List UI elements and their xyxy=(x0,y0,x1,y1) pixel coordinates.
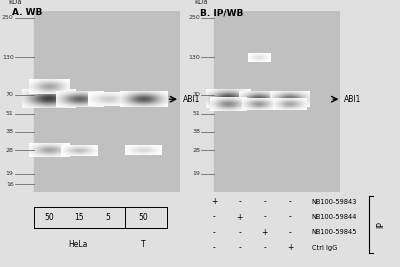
Text: 16: 16 xyxy=(6,182,14,187)
Text: NB100-59845: NB100-59845 xyxy=(312,229,357,235)
Text: -: - xyxy=(238,243,241,252)
Text: kDa: kDa xyxy=(8,0,22,5)
Text: Ctrl IgG: Ctrl IgG xyxy=(312,245,337,251)
Text: -: - xyxy=(289,213,291,222)
Text: 28: 28 xyxy=(6,148,14,153)
Text: T: T xyxy=(141,240,145,249)
Text: -: - xyxy=(289,197,291,206)
Text: -: - xyxy=(238,197,241,206)
Text: +: + xyxy=(211,197,218,206)
Text: 50: 50 xyxy=(138,213,148,222)
Text: -: - xyxy=(289,228,291,237)
Text: -: - xyxy=(264,197,266,206)
Text: 51: 51 xyxy=(6,111,14,116)
Text: 38: 38 xyxy=(6,129,14,134)
Text: kDa: kDa xyxy=(194,0,208,5)
Text: -: - xyxy=(213,243,216,252)
Text: 250: 250 xyxy=(188,15,200,20)
Text: 50: 50 xyxy=(44,213,54,222)
Text: 130: 130 xyxy=(188,55,200,60)
Text: 130: 130 xyxy=(2,55,14,60)
Text: NB100-59844: NB100-59844 xyxy=(312,214,357,220)
Text: ABI1: ABI1 xyxy=(183,95,201,104)
Text: B. IP/WB: B. IP/WB xyxy=(200,8,243,17)
Bar xyxy=(34,11,180,192)
Text: -: - xyxy=(238,228,241,237)
Text: -: - xyxy=(264,243,266,252)
Text: +: + xyxy=(236,213,243,222)
Text: -: - xyxy=(213,213,216,222)
Text: 51: 51 xyxy=(192,111,200,116)
Text: HeLa: HeLa xyxy=(69,240,88,249)
Text: 19: 19 xyxy=(192,171,200,176)
Text: 19: 19 xyxy=(6,171,14,176)
Text: 70: 70 xyxy=(6,92,14,97)
Text: 38: 38 xyxy=(192,129,200,134)
Text: +: + xyxy=(262,228,268,237)
Text: IP: IP xyxy=(376,221,385,228)
Text: +: + xyxy=(287,243,293,252)
Text: 250: 250 xyxy=(2,15,14,20)
Text: 28: 28 xyxy=(192,148,200,153)
Text: ABI1: ABI1 xyxy=(344,95,362,104)
Text: A. WB: A. WB xyxy=(12,8,42,17)
Text: 5: 5 xyxy=(105,213,110,222)
Text: 70: 70 xyxy=(192,92,200,97)
Text: -: - xyxy=(213,228,216,237)
Text: -: - xyxy=(264,213,266,222)
Text: NB100-59843: NB100-59843 xyxy=(312,199,357,205)
Text: 15: 15 xyxy=(74,213,84,222)
